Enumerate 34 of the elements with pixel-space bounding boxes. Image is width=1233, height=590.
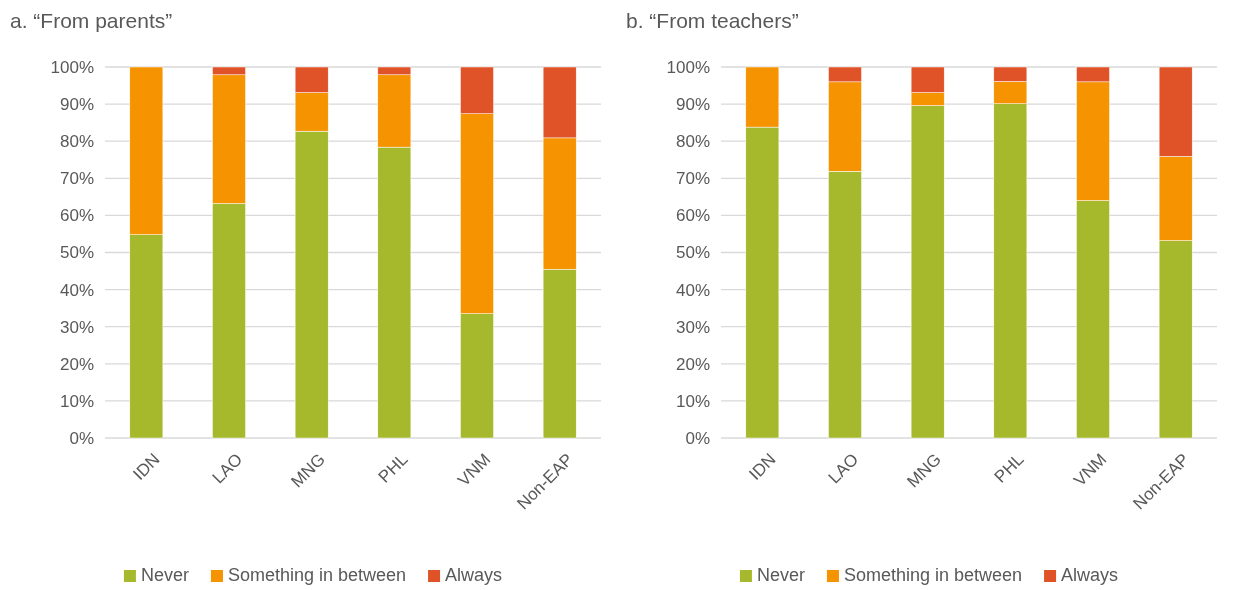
legend-label: Never	[140, 565, 189, 585]
legend-label: Always	[1061, 565, 1119, 585]
x-tick-label: PHL	[374, 449, 412, 487]
x-tick-label: IDN	[745, 449, 780, 484]
y-tick-label: 10%	[59, 391, 94, 411]
y-tick-label: 70%	[59, 169, 94, 189]
y-tick-label: 90%	[675, 95, 710, 115]
y-tick-label: 40%	[59, 280, 94, 300]
chart-title: a. “From parents”	[10, 9, 173, 32]
y-tick-label: 20%	[59, 354, 94, 374]
legend-label: Something in between	[227, 565, 407, 585]
y-tick-label: 80%	[675, 132, 710, 152]
x-tick-label: PHL	[990, 449, 1028, 487]
y-tick-label: 50%	[59, 243, 94, 263]
y-tick-label: 30%	[675, 317, 710, 337]
y-tick-label: 90%	[59, 95, 94, 115]
legend-label: Never	[756, 565, 805, 585]
y-tick-label: 50%	[675, 243, 710, 263]
y-tick-label: 40%	[675, 280, 710, 300]
y-tick-label: 100%	[666, 57, 710, 77]
y-tick-label: 60%	[59, 206, 94, 226]
legend-label: Always	[445, 565, 503, 585]
x-tick-label: IDN	[129, 449, 164, 484]
y-tick-label: 100%	[50, 57, 94, 77]
y-tick-label: 70%	[675, 169, 710, 189]
y-tick-label: 80%	[59, 132, 94, 152]
y-tick-label: 0%	[69, 428, 94, 448]
y-tick-label: 10%	[675, 391, 710, 411]
y-tick-label: 60%	[675, 206, 710, 226]
y-tick-label: 20%	[675, 354, 710, 374]
legend-label: Something in between	[843, 565, 1023, 585]
chart-title: b. “From teachers”	[626, 9, 799, 32]
y-tick-label: 0%	[685, 428, 710, 448]
y-tick-label: 30%	[59, 317, 94, 337]
